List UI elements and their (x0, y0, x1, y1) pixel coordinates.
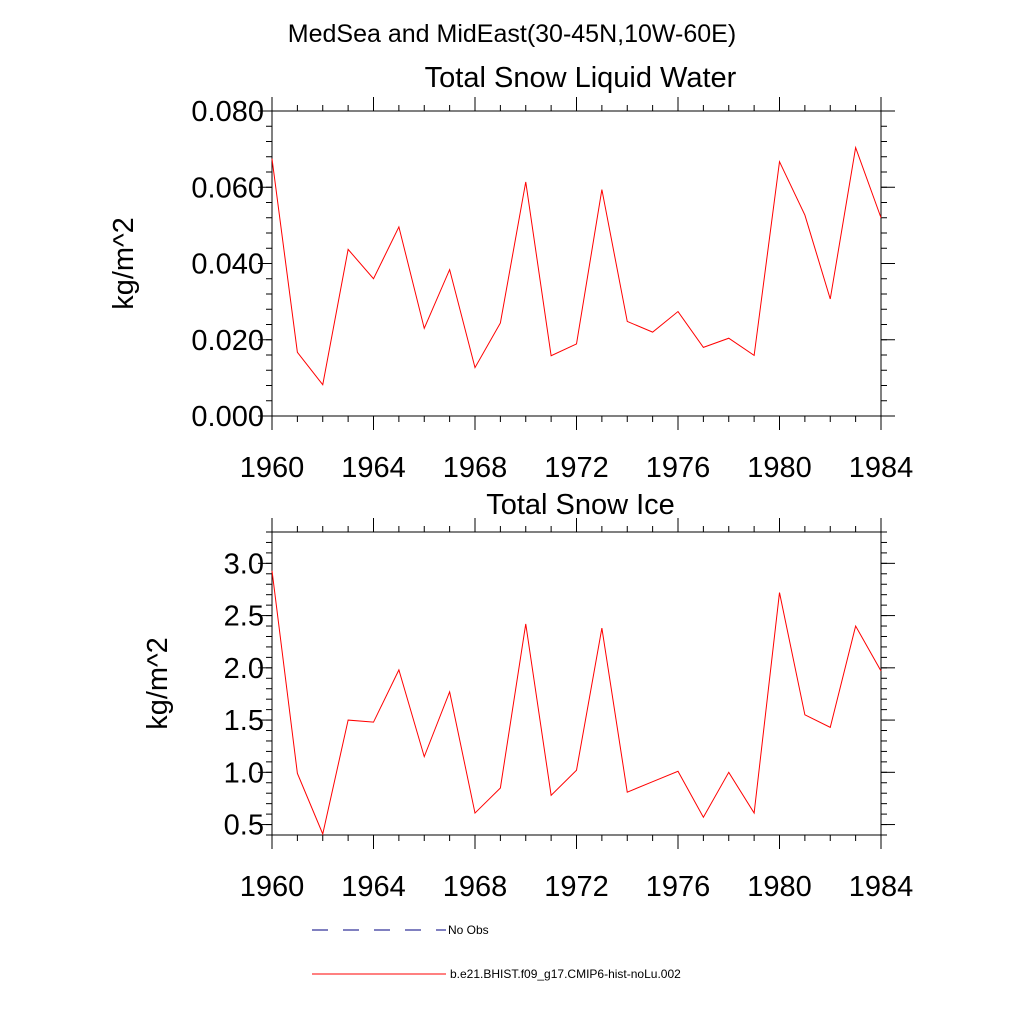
y-tick-label: 2.5 (224, 601, 264, 633)
series-line (271, 570, 882, 836)
data-point (424, 328, 425, 329)
y-tick-label: 3.0 (224, 548, 264, 580)
x-tick-label: 1980 (747, 452, 812, 484)
data-point (322, 384, 323, 385)
data-point (576, 770, 577, 771)
x-tick-label: 1984 (849, 452, 914, 484)
data-point (880, 217, 881, 218)
data-point (271, 570, 272, 571)
y-tick-label: 2.0 (224, 653, 264, 685)
data-point (551, 795, 552, 796)
legend-label-model: b.e21.BHIST.f09_g17.CMIP6-hist-noLu.002 (450, 967, 681, 981)
y-tick-label: 1.5 (224, 705, 264, 737)
data-point (297, 773, 298, 774)
x-tick-label: 1984 (849, 871, 914, 903)
x-tick-label: 1976 (646, 871, 711, 903)
data-point (297, 352, 298, 353)
data-point (398, 226, 399, 227)
data-point (373, 278, 374, 279)
data-point (424, 756, 425, 757)
x-tick-label: 1964 (341, 452, 406, 484)
data-point (601, 628, 602, 629)
y-tick-label: 0.000 (191, 401, 264, 433)
data-point (601, 189, 602, 190)
data-point (728, 772, 729, 773)
data-point (855, 625, 856, 626)
y-tick-label: 0.080 (191, 96, 264, 128)
data-point (627, 321, 628, 322)
figure-suptitle: MedSea and MidEast(30-45N,10W-60E) (288, 20, 736, 48)
data-point (525, 181, 526, 182)
data-point (855, 147, 856, 148)
data-point (703, 817, 704, 818)
data-point (779, 161, 780, 162)
x-tick-label: 1972 (544, 452, 609, 484)
x-tick-label: 1960 (240, 452, 305, 484)
x-tick-label: 1976 (646, 452, 711, 484)
data-point (525, 623, 526, 624)
x-tick-label: 1980 (747, 871, 812, 903)
x-tick-label: 1968 (443, 871, 508, 903)
chart-panel-liquid-water: Total Snow Liquid Water 0.000 0.020 0.040 0.… (108, 62, 913, 484)
plot-frame (271, 110, 882, 417)
data-point (754, 812, 755, 813)
data-point (474, 367, 475, 368)
x-tick-label: 1972 (544, 871, 609, 903)
data-point (373, 722, 374, 723)
plot-frame (271, 531, 882, 836)
x-tick-label: 1968 (443, 452, 508, 484)
data-point (348, 719, 349, 720)
data-point (652, 332, 653, 333)
data-point (627, 792, 628, 793)
data-point (500, 787, 501, 788)
data-point (652, 781, 653, 782)
data-point (677, 771, 678, 772)
chart-title: Total Snow Liquid Water (425, 62, 737, 94)
y-tick-label: 0.040 (191, 249, 264, 281)
data-point (804, 714, 805, 715)
data-point (728, 338, 729, 339)
data-point (703, 347, 704, 348)
chart-panel-snow-ice: Total Snow Ice 0.5 1.0 1.5 2.0 2.5 3.0 1960 1964… (142, 489, 913, 903)
legend-label-no-obs: No Obs (448, 923, 489, 937)
data-point (830, 298, 831, 299)
y-tick-label: 1.0 (224, 757, 264, 789)
data-point (474, 812, 475, 813)
y-tick-label: 0.060 (191, 172, 264, 204)
data-point (271, 158, 272, 159)
y-axis-label: kg/m^2 (108, 217, 140, 310)
data-point (500, 322, 501, 323)
data-point (398, 669, 399, 670)
data-point (576, 343, 577, 344)
data-point (754, 355, 755, 356)
legend: No Obs b.e21.BHIST.f09_g17.CMIP6-hist-no… (312, 923, 681, 981)
y-tick-label: 0.5 (224, 810, 264, 842)
data-point (348, 249, 349, 250)
chart-title: Total Snow Ice (486, 489, 675, 521)
y-tick-label: 0.020 (191, 325, 264, 357)
data-point (449, 269, 450, 270)
data-point (830, 727, 831, 728)
data-point (804, 214, 805, 215)
data-point (449, 691, 450, 692)
data-point (551, 355, 552, 356)
data-point (880, 670, 881, 671)
data-point (677, 311, 678, 312)
y-axis-label: kg/m^2 (142, 637, 174, 730)
data-point (779, 592, 780, 593)
x-tick-label: 1964 (341, 871, 406, 903)
series-line (271, 145, 882, 386)
data-point (322, 833, 323, 834)
x-tick-label: 1960 (240, 871, 305, 903)
